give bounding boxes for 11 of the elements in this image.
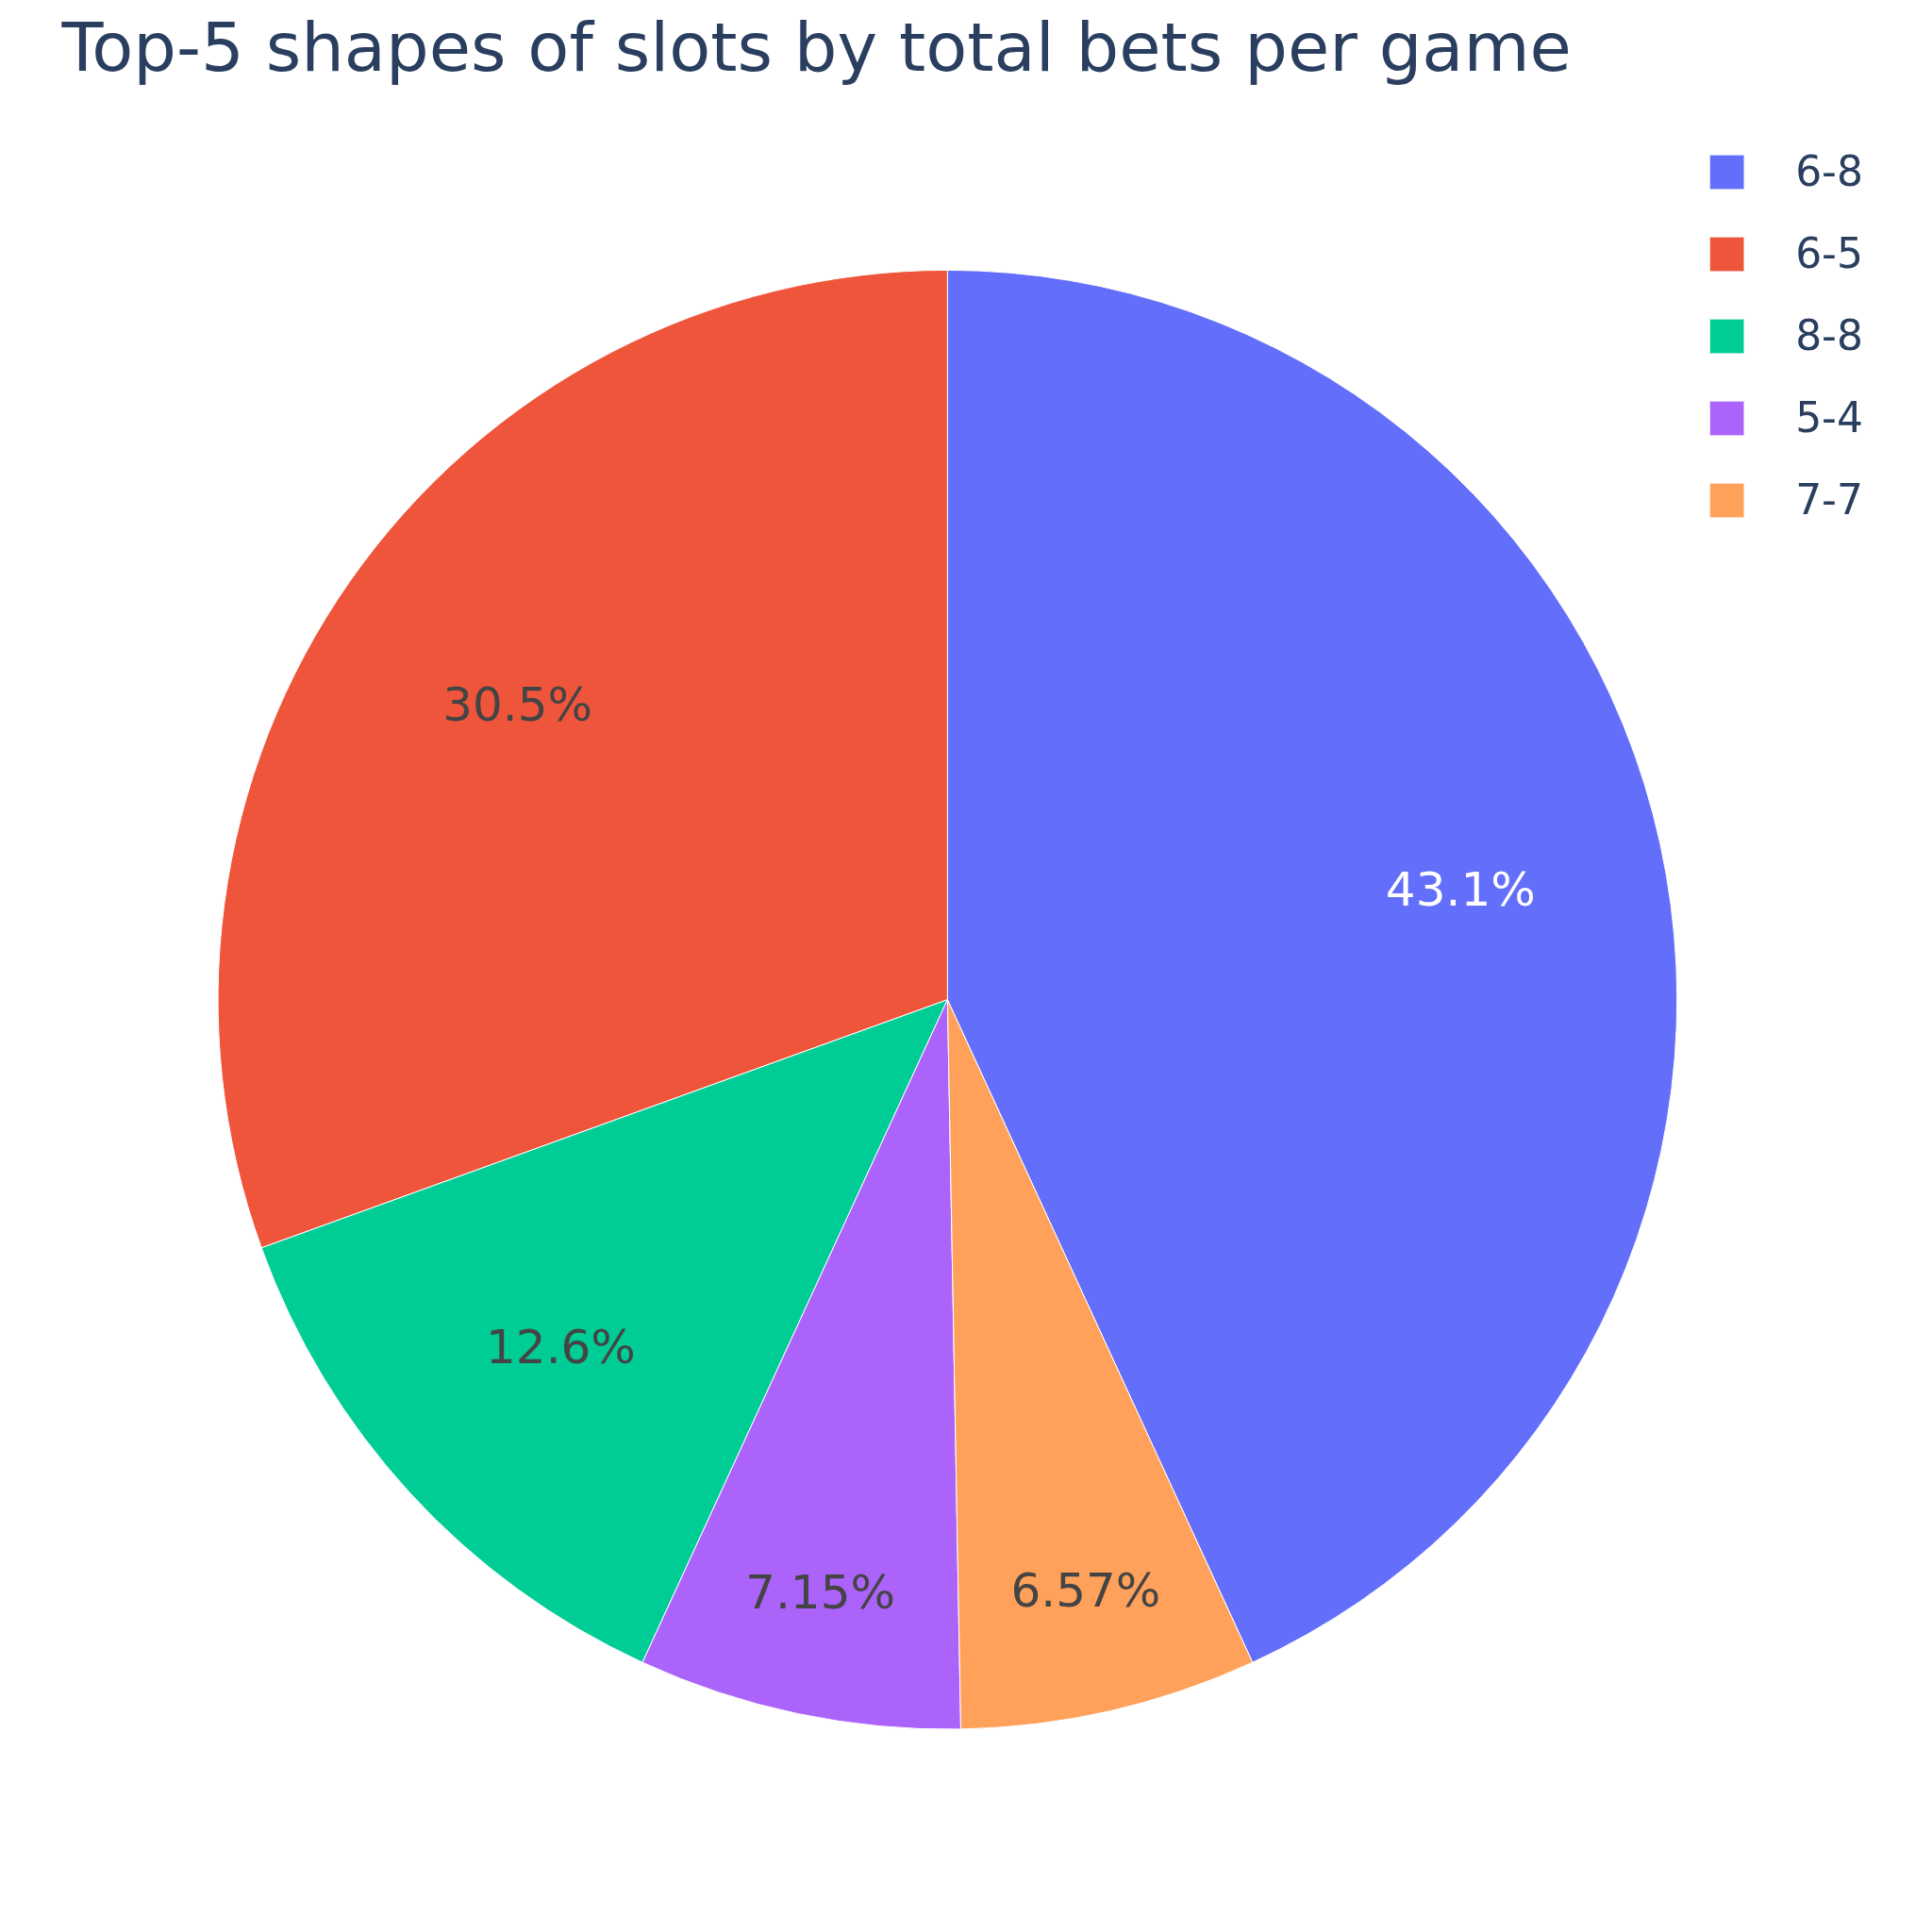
chart-title: Top-5 shapes of slots by total bets per game <box>60 7 1572 87</box>
data-label: 7.15% <box>745 1565 895 1621</box>
legend-label: 6-5 <box>1795 229 1863 277</box>
data-label: 43.1% <box>1385 862 1536 918</box>
legend-label: 5-4 <box>1795 393 1863 441</box>
legend-label: 7-7 <box>1795 475 1863 524</box>
legend-label: 8-8 <box>1795 311 1863 359</box>
legend-label: 6-8 <box>1795 147 1863 195</box>
data-label: 6.57% <box>1010 1562 1161 1618</box>
data-label: 12.6% <box>486 1319 636 1374</box>
data-label: 30.5% <box>442 677 593 733</box>
